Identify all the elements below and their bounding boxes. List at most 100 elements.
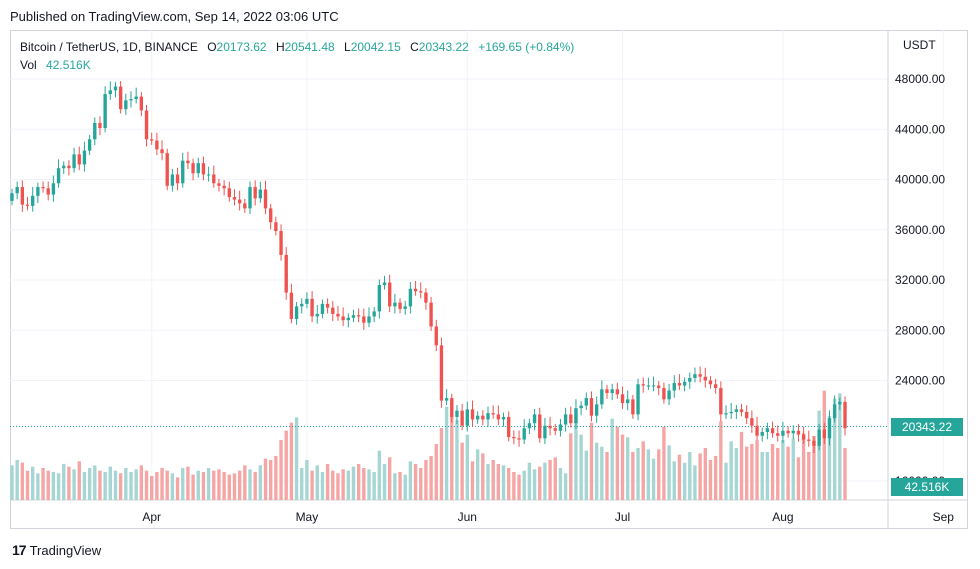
candle-body: [31, 195, 35, 206]
candle-body: [294, 306, 299, 319]
legend-low: 20042.15: [351, 40, 401, 54]
candle-body: [558, 424, 563, 431]
candle-body: [398, 302, 402, 309]
volume-bar: [186, 466, 190, 500]
svg-text:Vol 42.516K: Vol 42.516K: [20, 58, 91, 72]
volume-bar: [377, 450, 382, 500]
candle-body: [367, 316, 371, 323]
candle-body: [631, 399, 635, 415]
volume-bar: [434, 444, 438, 500]
candle-body: [93, 122, 97, 140]
legend-close: 20343.22: [419, 40, 469, 54]
price-axis[interactable]: 48000.00 44000.00 40000.00 36000.00 32000.00…: [895, 72, 945, 488]
volume-bar: [237, 470, 242, 500]
candle-body: [413, 288, 418, 292]
volume-bar: [827, 416, 832, 500]
volume-bar: [563, 473, 568, 500]
price-axis-unit: USDT: [903, 38, 936, 52]
legend-high: 20541.48: [285, 40, 335, 54]
legend-close-label: C: [410, 40, 419, 54]
candle-body: [341, 316, 345, 321]
candle-body: [10, 193, 14, 201]
candle-body: [770, 428, 775, 434]
volume-bar: [755, 440, 759, 500]
volume-bar: [31, 466, 35, 500]
candle-body: [403, 306, 407, 309]
candle-body: [620, 394, 625, 404]
legend-open: 20173.62: [217, 40, 267, 54]
volume-bar: [594, 442, 599, 500]
volume-bar: [481, 453, 485, 500]
candle-body: [734, 409, 739, 412]
volume-bar: [584, 450, 588, 500]
candle-body: [175, 174, 180, 184]
volume-bar: [201, 472, 206, 500]
volume-bar: [248, 469, 252, 500]
volume-bar: [672, 461, 676, 500]
price-tick-label: 32000.00: [895, 273, 945, 287]
volume-bar: [724, 462, 728, 500]
candle-body: [289, 292, 294, 319]
legend-open-label: O: [207, 40, 216, 54]
volume-bar: [144, 470, 149, 500]
legend-high-label: H: [276, 40, 285, 54]
candle-body: [217, 183, 221, 186]
volume-bar: [315, 465, 319, 500]
volume-bar: [351, 466, 356, 500]
candle-body: [548, 425, 552, 429]
volume-bar: [822, 390, 826, 500]
volume-bar: [320, 472, 325, 500]
candle-body: [553, 428, 557, 431]
volume-bar: [160, 468, 164, 500]
volume-bar: [36, 473, 40, 500]
candle-body: [796, 430, 801, 435]
candle-body: [543, 425, 547, 439]
volume-bar: [610, 418, 614, 500]
volume-bar: [677, 454, 682, 500]
candle-body: [832, 404, 837, 419]
legend-volume-label: Vol: [20, 58, 37, 72]
candle-body: [475, 415, 480, 420]
candle-body: [206, 174, 211, 176]
volume-bar: [796, 457, 801, 500]
candle-body: [388, 282, 392, 307]
volume-bar: [843, 448, 847, 500]
price-tick-label: 28000.00: [895, 323, 945, 337]
last-price-badge-bg: [891, 418, 963, 436]
volume-bar: [46, 470, 50, 500]
time-axis[interactable]: AprMayJunJulAugSep21: [142, 510, 980, 524]
volume-bar: [98, 470, 102, 500]
candle-body: [237, 199, 242, 204]
published-caption: Published on TradingView.com, Sep 14, 20…: [10, 9, 339, 24]
candle-body: [253, 187, 257, 199]
volume-bar: [791, 438, 795, 500]
volume-bar: [543, 462, 547, 500]
volume-bar: [56, 473, 61, 500]
candle-body: [713, 384, 718, 389]
candle-body: [284, 254, 288, 293]
tradingview-logo[interactable]: 17 TradingView: [12, 542, 101, 558]
candle-body: [765, 428, 770, 433]
volume-bar: [51, 472, 56, 500]
candle-body: [222, 185, 226, 189]
candle-body: [67, 165, 71, 169]
candle-body: [615, 389, 620, 395]
candle-body: [263, 189, 268, 209]
candle-body: [745, 411, 749, 419]
volume-bar: [817, 410, 821, 500]
volume-bar: [82, 472, 87, 500]
volume-bar: [331, 470, 335, 500]
volume-bar: [341, 469, 345, 500]
volume-bar: [191, 474, 195, 500]
volume-bar: [243, 465, 247, 500]
candle-body: [750, 418, 754, 426]
candle-body: [465, 409, 469, 426]
candle-body: [563, 414, 568, 425]
candle-body: [786, 430, 790, 434]
volume-bar: [450, 400, 454, 500]
candle-body: [393, 302, 397, 307]
candle-body: [300, 303, 304, 307]
volume-bar: [103, 472, 107, 500]
candle-body: [243, 203, 247, 209]
